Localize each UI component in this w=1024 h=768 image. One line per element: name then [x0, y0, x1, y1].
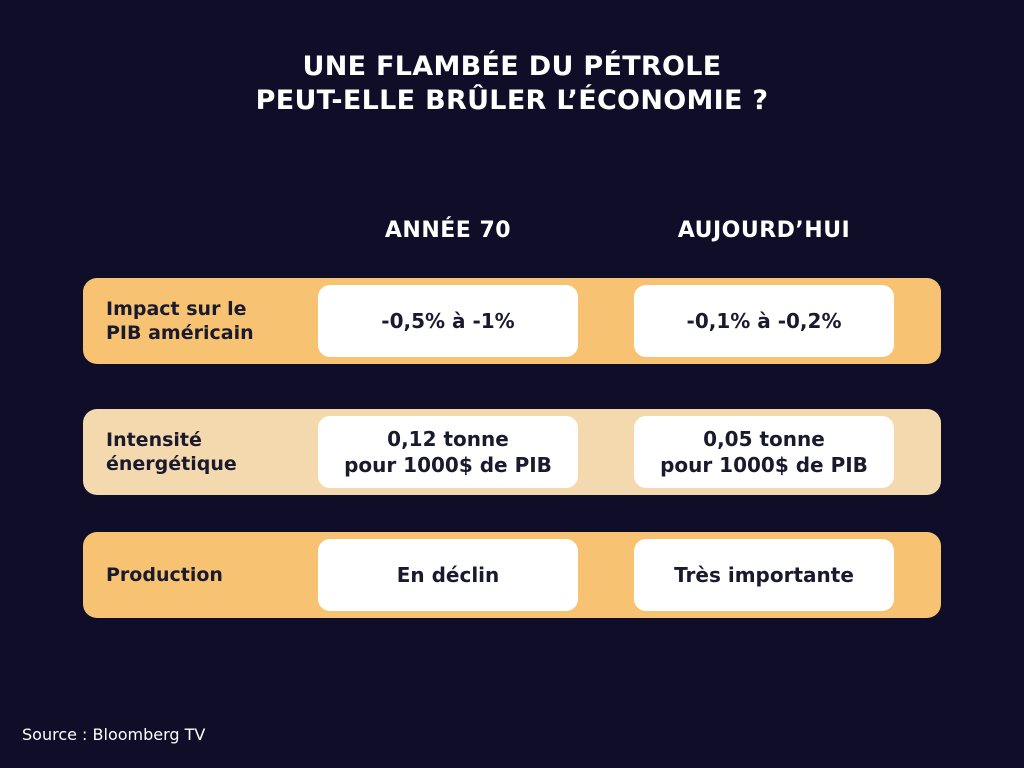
value-line: -0,1% à -0,2% [686, 309, 842, 333]
column-header-aujourdhui: AUJOURD’HUI [677, 218, 851, 243]
column-header-annee-70: ANNÉE 70 [384, 218, 512, 243]
row-impact-pib: Impact sur le PIB américain -0,5% à -1% … [83, 278, 941, 364]
row-label-line: Production [106, 564, 223, 586]
value-line: pour 1000$ de PIB [344, 453, 552, 477]
row-production: Production En déclin Très importante [83, 532, 941, 618]
page-title-line-2: PEUT-ELLE BRÛLER L’ÉCONOMIE ? [255, 85, 769, 116]
value-cell-aujourdhui: 0,05 tonne pour 1000$ de PIB [634, 416, 894, 488]
row-intensite-energetique: Intensité énergétique 0,12 tonne pour 10… [83, 409, 941, 495]
value-cell-annee-70: -0,5% à -1% [318, 285, 578, 357]
row-label: Production [106, 532, 306, 618]
value-line: 0,05 tonne [703, 427, 825, 451]
value-cell-annee-70: En déclin [318, 539, 578, 611]
row-label: Impact sur le PIB américain [106, 278, 306, 364]
value-line: pour 1000$ de PIB [660, 453, 868, 477]
value-line: 0,12 tonne [387, 427, 509, 451]
value-line: Très importante [674, 563, 854, 587]
value-cell-aujourdhui: -0,1% à -0,2% [634, 285, 894, 357]
row-label-line: Intensité [106, 429, 202, 451]
value-cell-aujourdhui: Très importante [634, 539, 894, 611]
source-note: Source : Bloomberg TV [22, 725, 206, 744]
page-title-line-1: UNE FLAMBÉE DU PÉTROLE [302, 51, 722, 82]
value-line: En déclin [396, 563, 500, 587]
row-label-line: PIB américain [106, 322, 254, 344]
row-label-line: Impact sur le [106, 298, 247, 320]
row-label-line: énergétique [106, 453, 237, 475]
page-title: UNE FLAMBÉE DU PÉTROLE PEUT-ELLE BRÛLER … [0, 50, 1024, 118]
value-cell-annee-70: 0,12 tonne pour 1000$ de PIB [318, 416, 578, 488]
row-label: Intensité énergétique [106, 409, 306, 495]
value-line: -0,5% à -1% [381, 309, 515, 333]
